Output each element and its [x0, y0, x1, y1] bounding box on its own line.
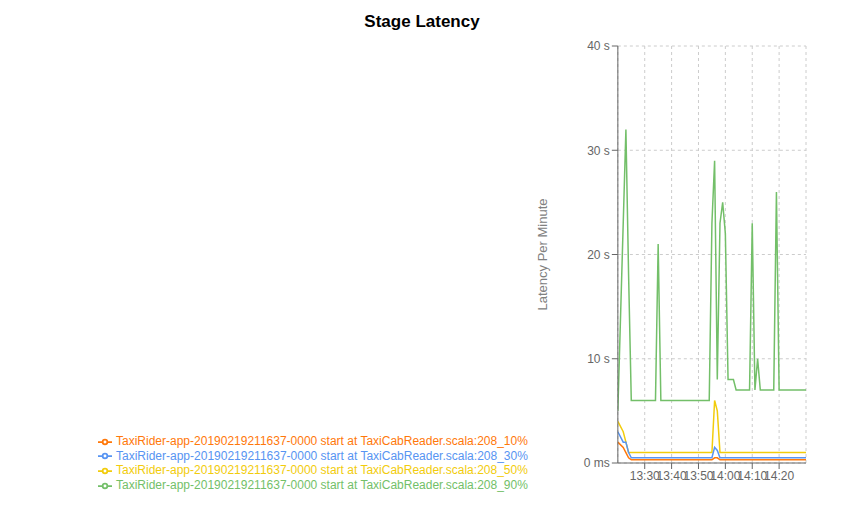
svg-text:10 s: 10 s [587, 352, 610, 366]
svg-text:20 s: 20 s [587, 248, 610, 262]
svg-text:14:10: 14:10 [737, 469, 767, 483]
html-text:Stage Latency: Stage Latency [364, 12, 480, 31]
html-text:TaxiRider-app-20190219211637-0: TaxiRider-app-20190219211637-0000 start … [116, 463, 528, 478]
svg-text:14:20: 14:20 [764, 469, 794, 483]
svg-text:14:00: 14:00 [710, 469, 740, 483]
svg-text:0 ms: 0 ms [584, 456, 610, 470]
html-text:TaxiRider-app-20190219211637-0: TaxiRider-app-20190219211637-0000 start … [116, 448, 528, 463]
svg-text:Latency Per Minute: Latency Per Minute [535, 198, 550, 310]
html-text:TaxiRider-app-20190219211637-0: TaxiRider-app-20190219211637-0000 start … [116, 478, 528, 493]
html-text:TaxiRider-app-20190219211637-0: TaxiRider-app-20190219211637-0000 start … [116, 433, 528, 448]
svg-text:13:50: 13:50 [683, 469, 713, 483]
svg-text:13:40: 13:40 [657, 469, 687, 483]
svg-text:30 s: 30 s [587, 144, 610, 158]
svg-text:40 s: 40 s [587, 39, 610, 53]
svg-text:13:30: 13:30 [630, 469, 660, 483]
